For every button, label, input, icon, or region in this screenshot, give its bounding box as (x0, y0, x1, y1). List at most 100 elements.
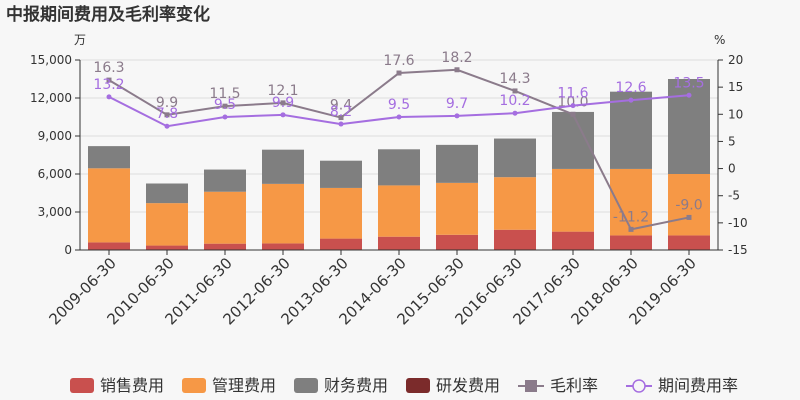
legend-swatch[interactable] (182, 378, 206, 393)
bar-segment (552, 111, 594, 169)
line-point (512, 110, 518, 116)
right-tick-label: -5 (728, 189, 740, 203)
right-tick-label: 5 (728, 134, 736, 148)
left-tick-label: 15,000 (30, 53, 72, 67)
bar-segment (436, 144, 478, 183)
legend-label[interactable]: 期间费用率 (658, 376, 738, 395)
bar-segment (436, 234, 478, 250)
right-tick-label: 10 (728, 107, 743, 121)
data-label: 9.7 (446, 96, 468, 112)
line-point (396, 114, 402, 120)
left-tick-label: 6,000 (38, 167, 72, 181)
data-label: 9.5 (214, 97, 236, 113)
bar-segment (320, 238, 362, 250)
bar-segment (88, 242, 130, 250)
data-label: -11.2 (613, 209, 649, 225)
line-point (686, 214, 692, 220)
data-label: 12.1 (267, 83, 298, 99)
bar-segment (552, 231, 594, 250)
bar-segment (262, 243, 304, 250)
bar-segment (146, 183, 188, 204)
line-point (164, 112, 170, 118)
legend-marker[interactable] (632, 379, 646, 393)
data-label: -9.0 (675, 197, 702, 213)
legend-swatch[interactable] (70, 378, 94, 393)
line-point (454, 113, 460, 119)
line-point (454, 67, 460, 73)
data-label: 7.8 (156, 106, 178, 122)
bar-segment (204, 243, 246, 250)
right-tick-label: -15 (728, 243, 748, 257)
data-label: 13.5 (673, 75, 704, 91)
left-axis-unit: 万 (74, 33, 86, 47)
bar-segment (494, 229, 536, 250)
legend-swatch[interactable] (294, 378, 318, 393)
bar-segment (494, 177, 536, 230)
legend[interactable]: 销售费用 管理费用 财务费用 研发费用 毛利率 期间费用率 (70, 376, 738, 395)
data-label: 8.2 (330, 104, 352, 120)
bars (88, 79, 710, 250)
x-axis: 2009-06-302010-06-302011-06-302012-06-30… (45, 249, 718, 328)
bar-segment (552, 168, 594, 232)
data-label: 9.4 (330, 98, 352, 114)
bar-segment (668, 174, 710, 236)
lines: 16.39.911.5 12.19.417.6 18.214.310.0-11.2-… (93, 50, 705, 232)
line-point (106, 77, 112, 83)
line-point (280, 112, 286, 118)
data-label: 13.2 (93, 77, 124, 93)
bar-segment (262, 149, 304, 184)
line-point (338, 121, 344, 127)
bar-segment (204, 169, 246, 192)
bar-segment (320, 160, 362, 188)
data-label: 18.2 (441, 50, 472, 66)
left-axis: 0 3,000 6,000 9,000 12,000 15,000 (30, 53, 81, 257)
left-tick-label: 12,000 (30, 91, 72, 105)
bar-segment (610, 235, 652, 250)
legend-label[interactable]: 研发费用 (436, 376, 500, 395)
bar-segment (204, 191, 246, 244)
bar-segment (262, 183, 304, 244)
legend-label[interactable]: 财务费用 (324, 376, 388, 395)
data-label: 9.5 (388, 97, 410, 113)
bar-segment (88, 146, 130, 169)
data-label: 12.6 (615, 80, 646, 96)
line-point (396, 70, 402, 76)
data-label: 9.9 (272, 95, 294, 111)
right-tick-label: 0 (728, 162, 736, 176)
right-tick-label: 20 (728, 53, 743, 67)
legend-label[interactable]: 管理费用 (212, 376, 276, 395)
data-label: 11.5 (209, 86, 240, 102)
chart-title: 中报期间费用及毛利率变化 (6, 4, 210, 25)
line-point (222, 114, 228, 120)
right-axis: -15 -10 -5 0 5 10 15 20 (717, 53, 748, 257)
data-label: 16.3 (93, 60, 124, 76)
line-point (106, 94, 112, 100)
line-point (512, 88, 518, 94)
line-point (570, 103, 576, 109)
line-point (222, 103, 228, 109)
bar-segment (494, 138, 536, 178)
data-label: 10.2 (499, 93, 530, 109)
bar-segment (378, 236, 420, 250)
bar-segment (668, 235, 710, 250)
right-tick-label: -10 (728, 216, 748, 230)
right-axis-unit: % (714, 33, 725, 47)
line-point (628, 97, 634, 103)
left-tick-label: 0 (64, 243, 72, 257)
bar-segment (146, 245, 188, 250)
bar-segment (610, 91, 652, 169)
data-label: 14.3 (499, 71, 530, 87)
legend-marker[interactable] (525, 380, 537, 392)
legend-label[interactable]: 毛利率 (550, 376, 598, 395)
right-tick-label: 15 (728, 80, 743, 94)
line-point (628, 226, 634, 232)
bar-segment (378, 149, 420, 186)
bar-segment (378, 185, 420, 237)
left-tick-label: 3,000 (38, 205, 72, 219)
bar-segment (436, 182, 478, 235)
line-point (686, 92, 692, 98)
legend-label[interactable]: 销售费用 (100, 376, 164, 395)
legend-swatch[interactable] (406, 378, 430, 393)
line-point (164, 123, 170, 129)
